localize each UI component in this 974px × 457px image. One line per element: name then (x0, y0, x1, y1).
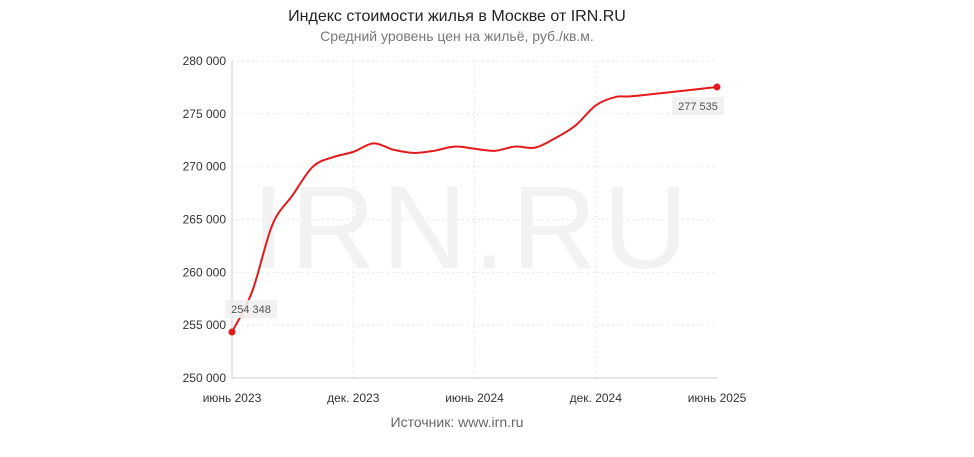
y-tick-label: 265 000 (183, 213, 227, 227)
data-label-box (225, 300, 277, 319)
source-note: Источник: www.irn.ru (390, 414, 524, 430)
tick-labels: 250 000 255 000 260 000 265 000 270 000 275 0… (183, 54, 747, 405)
watermark-text: IRN.RU (252, 162, 694, 294)
endpoint-marker (228, 328, 236, 336)
x-tick-label: дек. 2023 (327, 391, 380, 405)
y-tick-label: 280 000 (183, 54, 227, 68)
x-tick-label: июнь 2023 (203, 391, 262, 405)
data-label-box (672, 97, 724, 116)
data-label-text: 254 348 (231, 304, 271, 316)
y-tick-label: 260 000 (183, 265, 227, 279)
axes (231, 61, 717, 379)
y-tick-label: 255 000 (183, 318, 227, 332)
y-tick-label: 250 000 (183, 371, 227, 385)
chart-title: Индекс стоимости жилья в Москве от IRN.R… (288, 8, 626, 25)
chart-subtitle: Средний уровень цен на жильё, руб./кв.м. (320, 28, 594, 44)
x-tick-label: июнь 2025 (688, 391, 747, 405)
x-tick-label: июнь 2024 (445, 391, 504, 405)
data-label-text: 277 535 (678, 101, 718, 113)
y-tick-label: 270 000 (183, 160, 227, 174)
series-line (231, 86, 718, 333)
x-tick-label: дек. 2024 (570, 391, 623, 405)
data-label: 277 535 (672, 97, 724, 116)
y-tick-label: 275 000 (183, 107, 227, 121)
markers: 254 348 277 535 (225, 83, 724, 336)
endpoint-marker (713, 83, 721, 91)
data-label: 254 348 (225, 300, 277, 319)
